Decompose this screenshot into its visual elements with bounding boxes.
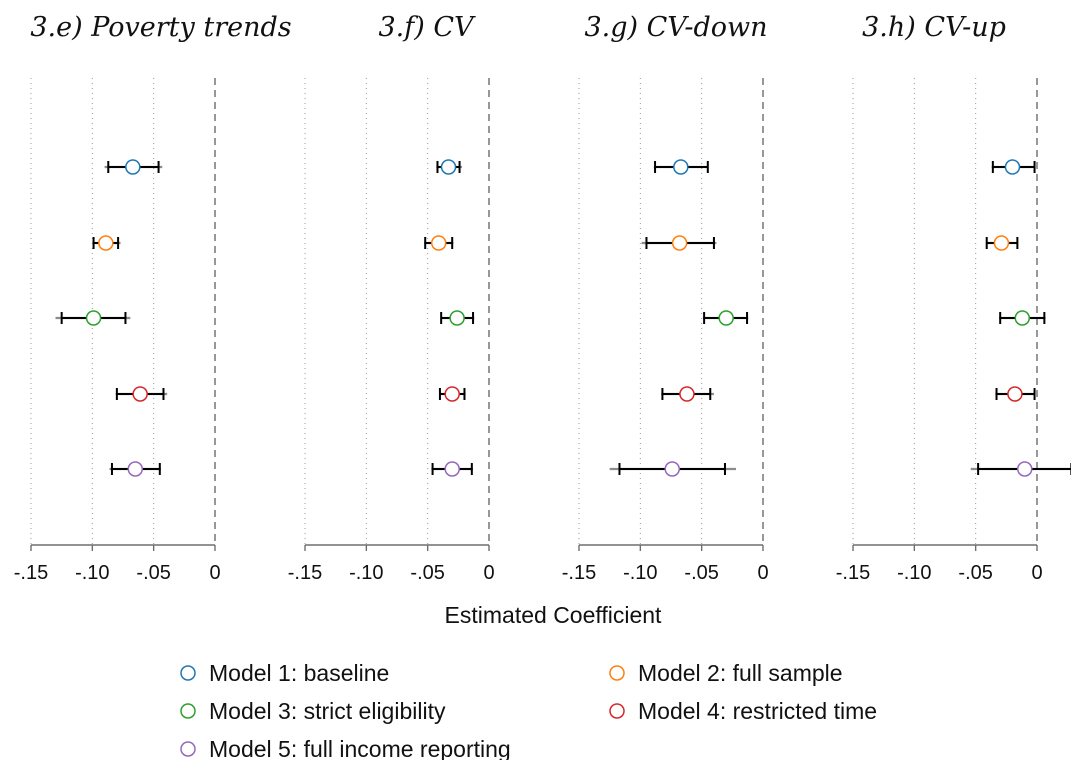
point-estimate bbox=[127, 461, 144, 477]
legend-label: Model 3: strict eligibility bbox=[209, 698, 446, 724]
estimate-model-5 bbox=[431, 461, 474, 477]
point-estimate bbox=[671, 235, 688, 251]
x-tick-label: -.15 bbox=[14, 562, 48, 584]
x-tick-label: -.05 bbox=[410, 562, 444, 584]
estimate-model-3 bbox=[998, 310, 1046, 326]
point-estimate bbox=[132, 386, 148, 402]
panel-4: 3.h) CV-up -.15 -.10 -.05 0 bbox=[836, 12, 1071, 584]
estimate-model-5 bbox=[109, 461, 162, 477]
point-estimate bbox=[673, 159, 689, 175]
x-tick-label: -.10 bbox=[623, 562, 657, 584]
x-tick-label: 0 bbox=[757, 562, 768, 584]
estimate-model-2 bbox=[423, 235, 454, 251]
legend-label: Model 2: full sample bbox=[638, 660, 843, 686]
x-tick-label: -.05 bbox=[958, 562, 992, 584]
point-estimate bbox=[1016, 461, 1033, 477]
x-tick-label: -.10 bbox=[349, 562, 383, 584]
estimate-model-4 bbox=[995, 386, 1036, 402]
estimate-model-2 bbox=[641, 235, 717, 251]
point-estimate bbox=[679, 386, 695, 402]
panel-1: 3.e) Poverty trends -.15 -.10 -.05 0 bbox=[14, 12, 292, 584]
point-estimate bbox=[993, 235, 1010, 251]
legend: Model 1: baseline Model 2: full sample Mod… bbox=[180, 660, 877, 760]
point-estimate bbox=[1004, 159, 1021, 175]
x-tick-label: -.15 bbox=[288, 562, 322, 584]
x-tick-label: -.10 bbox=[75, 562, 109, 584]
x-axis-label: Estimated Coefficient bbox=[445, 602, 663, 628]
estimate-model-1 bbox=[991, 159, 1036, 175]
estimate-model-1 bbox=[653, 159, 709, 175]
point-estimate bbox=[98, 235, 114, 251]
panel-title: 3.g) CV-down bbox=[584, 12, 767, 43]
legend-marker bbox=[609, 665, 625, 681]
x-tick-label: -.15 bbox=[562, 562, 596, 584]
estimate-model-4 bbox=[438, 386, 466, 402]
legend-label: Model 4: restricted time bbox=[638, 698, 877, 724]
estimate-model-4 bbox=[115, 386, 168, 402]
x-tick-label: -.05 bbox=[136, 562, 170, 584]
point-estimate bbox=[444, 461, 460, 477]
legend-marker bbox=[180, 741, 196, 757]
estimate-model-3 bbox=[440, 310, 475, 326]
point-estimate bbox=[1014, 310, 1031, 326]
legend-marker bbox=[609, 703, 625, 719]
point-estimate bbox=[718, 310, 734, 326]
panel-title: 3.e) Poverty trends bbox=[30, 12, 291, 43]
point-estimate bbox=[430, 235, 447, 251]
legend-marker bbox=[180, 703, 196, 719]
x-tick-label: -.10 bbox=[897, 562, 931, 584]
estimate-model-5 bbox=[609, 461, 737, 477]
panel-3: 3.g) CV-down -.15 -.10 -.05 0 bbox=[562, 12, 769, 584]
estimate-model-2 bbox=[92, 235, 121, 251]
x-tick-label: 0 bbox=[209, 562, 220, 584]
x-tick-label: -.15 bbox=[836, 562, 870, 584]
x-tick-label: -.05 bbox=[684, 562, 718, 584]
point-estimate bbox=[449, 310, 465, 326]
point-estimate bbox=[85, 310, 102, 326]
legend-item-model-1: Model 1: baseline bbox=[180, 660, 389, 686]
point-estimate bbox=[440, 159, 457, 175]
legend-item-model-4: Model 4: restricted time bbox=[609, 698, 877, 724]
panel-title: 3.f) CV bbox=[378, 12, 476, 43]
panel-2: 3.f) CV -.15 -.10 -.05 0 bbox=[288, 12, 495, 584]
panels-group: 3.e) Poverty trends -.15 -.10 -.05 0 3.f) CV -… bbox=[14, 12, 1071, 584]
estimate-model-3 bbox=[55, 310, 131, 326]
x-tick-label: 0 bbox=[483, 562, 494, 584]
point-estimate bbox=[664, 461, 680, 477]
estimate-model-5 bbox=[970, 461, 1071, 477]
x-tick-label: 0 bbox=[1031, 562, 1042, 584]
point-estimate bbox=[444, 386, 460, 402]
estimate-model-4 bbox=[661, 386, 714, 402]
legend-label: Model 1: baseline bbox=[209, 660, 389, 686]
legend-label: Model 5: full income reporting bbox=[209, 736, 511, 760]
legend-item-model-2: Model 2: full sample bbox=[609, 660, 843, 686]
estimate-model-2 bbox=[985, 235, 1019, 251]
legend-item-model-5: Model 5: full income reporting bbox=[180, 736, 511, 760]
legend-marker bbox=[180, 665, 196, 681]
estimate-model-3 bbox=[702, 310, 749, 326]
panel-title: 3.h) CV-up bbox=[862, 12, 1006, 43]
estimate-model-1 bbox=[436, 159, 463, 175]
legend-item-model-3: Model 3: strict eligibility bbox=[180, 698, 446, 724]
point-estimate bbox=[1007, 386, 1023, 402]
point-estimate bbox=[125, 159, 141, 175]
estimate-model-1 bbox=[104, 159, 163, 175]
